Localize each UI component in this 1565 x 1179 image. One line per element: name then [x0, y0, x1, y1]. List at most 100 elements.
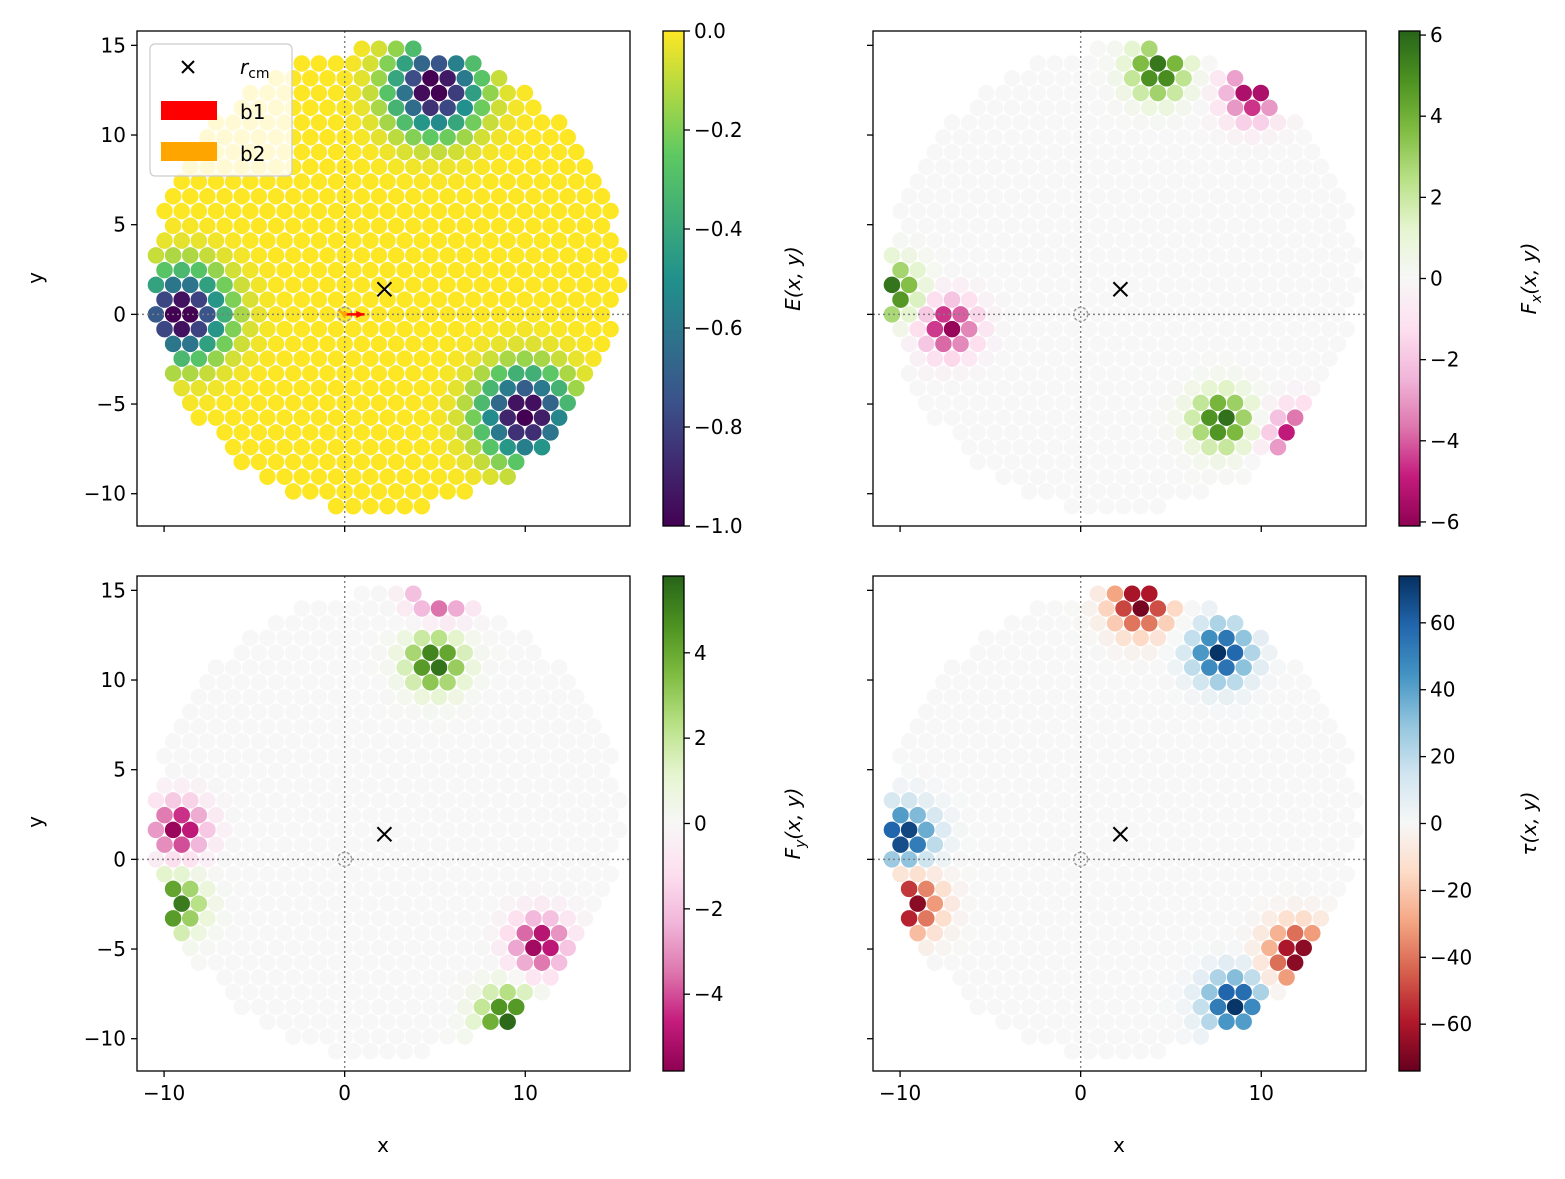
particle	[1114, 865, 1133, 883]
particle	[498, 953, 517, 972]
particle	[215, 702, 234, 721]
particle	[1286, 658, 1305, 677]
particle	[258, 835, 277, 854]
particle	[533, 379, 551, 398]
particle	[601, 320, 620, 339]
particle	[1011, 1012, 1030, 1031]
particle	[1209, 423, 1227, 442]
particle	[1191, 1027, 1210, 1046]
particle	[550, 806, 568, 824]
particle	[1131, 1012, 1150, 1031]
particle	[1131, 172, 1150, 191]
particle	[943, 924, 961, 943]
particle	[1226, 216, 1244, 235]
particle	[1114, 1012, 1133, 1031]
particle	[1080, 54, 1099, 73]
particle	[943, 776, 961, 795]
particle	[1260, 879, 1279, 898]
particle	[498, 894, 517, 913]
particle	[1054, 157, 1073, 176]
particle	[481, 113, 500, 132]
particle	[292, 865, 311, 883]
particle	[1157, 216, 1176, 235]
particle	[181, 879, 200, 898]
particle	[1003, 909, 1021, 928]
particle	[1294, 820, 1313, 839]
particle	[241, 717, 260, 736]
particle	[1088, 482, 1107, 501]
particle	[292, 806, 311, 824]
legend-b1-swatch	[161, 101, 217, 120]
particle	[1011, 953, 1030, 972]
colorbar-tick-label: 0	[1430, 267, 1443, 291]
particle	[610, 246, 629, 265]
particle	[1097, 1042, 1116, 1061]
particle	[404, 732, 423, 751]
particle	[1183, 54, 1202, 73]
particle	[968, 394, 987, 412]
particle	[1097, 806, 1116, 824]
particle	[567, 865, 586, 883]
particle	[1226, 98, 1244, 117]
particle	[1071, 820, 1090, 839]
particle	[1251, 320, 1270, 339]
particle	[575, 216, 594, 235]
particle	[1131, 747, 1150, 765]
particle	[1020, 98, 1039, 117]
particle	[1140, 702, 1159, 721]
particle	[370, 157, 388, 176]
particle	[378, 172, 397, 191]
particle	[1063, 1042, 1081, 1061]
particle	[361, 231, 380, 250]
particle	[1123, 1027, 1142, 1046]
particle	[1277, 216, 1296, 235]
particle	[189, 320, 208, 339]
particle	[968, 968, 987, 987]
particle	[977, 113, 996, 132]
particle	[1243, 673, 1262, 692]
particle	[968, 820, 987, 839]
particle	[1157, 939, 1176, 957]
particle	[481, 379, 500, 398]
particle	[395, 983, 414, 1002]
particle	[541, 216, 560, 235]
particle	[960, 113, 979, 132]
particle	[481, 408, 500, 427]
particle	[318, 275, 337, 294]
particle	[1251, 113, 1270, 132]
particle	[593, 246, 611, 265]
particle	[412, 467, 431, 486]
particle	[1140, 275, 1159, 294]
particle	[352, 643, 371, 662]
particle	[567, 835, 586, 854]
particle	[1054, 69, 1073, 88]
particle	[943, 408, 961, 427]
particle	[1166, 202, 1184, 220]
particle	[1174, 702, 1193, 721]
particle	[1097, 865, 1116, 883]
particle	[960, 953, 979, 972]
particle	[232, 820, 251, 839]
particle	[524, 394, 543, 412]
particle	[1148, 497, 1167, 516]
particle	[1303, 231, 1322, 250]
particle	[481, 320, 500, 339]
particle	[275, 747, 294, 765]
particle	[1217, 983, 1236, 1002]
particle	[412, 806, 431, 824]
particle	[258, 320, 277, 339]
particle	[181, 702, 200, 721]
particle	[370, 879, 388, 898]
particle	[164, 732, 182, 751]
particle	[575, 879, 594, 898]
particle	[404, 69, 423, 88]
particle	[387, 423, 406, 442]
particle	[1157, 761, 1176, 780]
particle	[1166, 231, 1184, 250]
particle	[977, 806, 996, 824]
particle	[943, 688, 961, 706]
particle	[1191, 939, 1210, 957]
particle	[986, 939, 1004, 957]
particle	[412, 349, 431, 368]
particle	[275, 202, 294, 220]
